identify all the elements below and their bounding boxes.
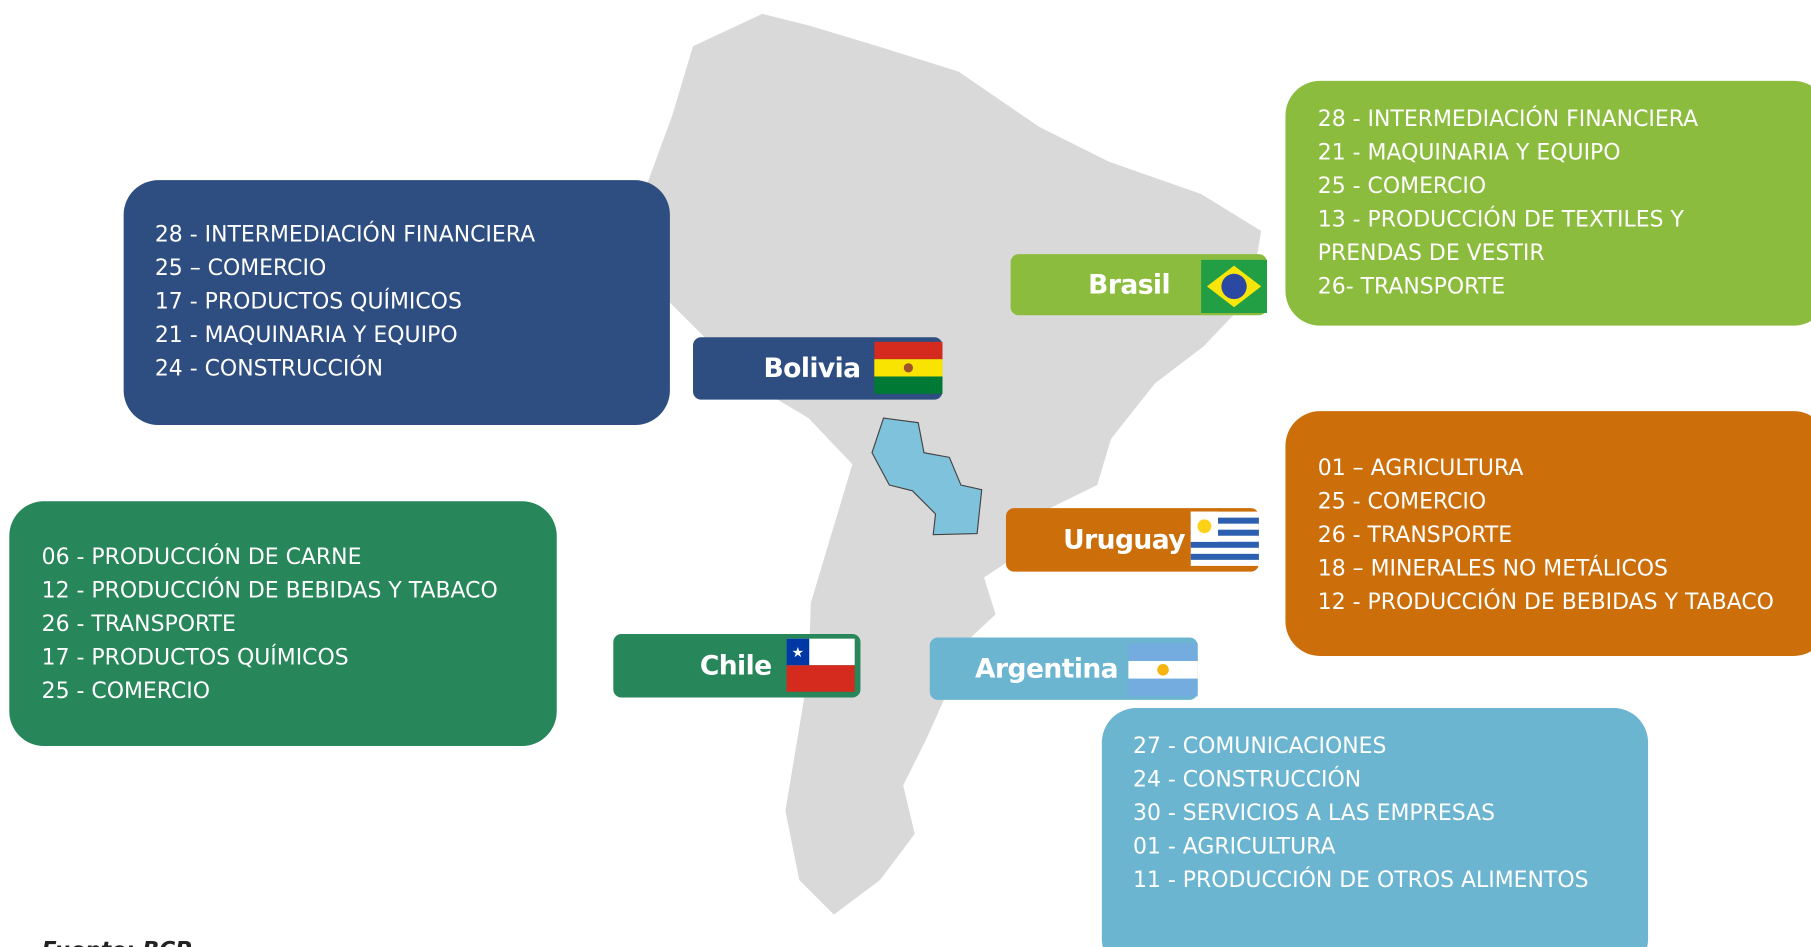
flag-stripe [874,376,943,394]
country-name: Bolivia [764,353,861,384]
flag-stripe [874,341,943,360]
flag-canton [786,638,810,666]
sector-item: 26 - TRANSPORTE [42,612,236,637]
paraguay-shape [871,417,983,536]
sector-item: 21 - MAQUINARIA Y EQUIPO [155,323,458,348]
sector-item: 12 - PRODUCCIÓN DE BEBIDAS Y TABACO [42,577,498,603]
flag-stripe [1190,517,1259,524]
sector-item: 24 - CONSTRUCCIÓN [1133,767,1361,793]
country-flag [1128,643,1198,697]
source-note: Fuente: BCP [42,939,192,947]
country-group: 28 - INTERMEDIACIÓN FINANCIERA 25 – COMER… [123,180,943,425]
sector-item: 12 - PRODUCCIÓN DE BEBIDAS Y TABACO [1318,589,1774,615]
sector-item: 30 - SERVICIOS A LAS EMPRESAS [1133,801,1495,826]
country-box [1285,80,1811,326]
country-name: Argentina [975,653,1118,684]
sector-item: 28 - INTERMEDIACIÓN FINANCIERA [1318,106,1698,132]
sector-item: 01 - AGRICULTURA [1133,835,1336,860]
sector-item: 01 – AGRICULTURA [1318,456,1524,481]
sector-item: 25 – COMERCIO [155,256,326,281]
flag-stripe [1128,643,1198,661]
country-flag [874,341,943,394]
sector-item: 18 – MINERALES NO METÁLICOS [1318,555,1668,581]
country-box [1101,707,1649,947]
country-group: 06 - PRODUCCIÓN DE CARNE 12 - PRODUCCIÓN … [9,501,861,747]
sector-item: 21 - MAQUINARIA Y EQUIPO [1318,141,1621,166]
flag-sun [1157,664,1169,676]
flag-globe [1221,273,1247,300]
flag-emblem [903,363,914,373]
sector-item: 27 - COMUNICACIONES [1133,734,1386,759]
sector-item: 24 - CONSTRUCCIÓN [155,356,383,382]
country-name: Chile [700,650,772,681]
country-group: 27 - COMUNICACIONES 24 - CONSTRUCCIÓN 30 -… [929,637,1649,947]
country-name: Uruguay [1063,525,1185,556]
sector-item: PRENDAS DE VESTIR [1318,241,1545,266]
country-box [9,501,557,747]
country-flag [1201,259,1267,313]
country-group: 28 - INTERMEDIACIÓN FINANCIERA 21 - MAQUI… [1010,80,1811,326]
sector-item: 25 - COMERCIO [42,679,210,704]
sector-item: 26 - TRANSPORTE [1318,523,1512,548]
flag-bottom [786,665,855,692]
flag-stripe [1190,529,1259,536]
sector-item: 25 - COMERCIO [1318,174,1486,199]
sector-item: 11 - PRODUCCIÓN DE OTROS ALIMENTOS [1133,867,1589,893]
country-group: 01 – AGRICULTURA 25 - COMERCIO 26 - TRANSP… [1005,411,1811,656]
flag-stripe [1190,553,1259,560]
country-name: Brasil [1088,269,1170,300]
sector-item: 17 - PRODUCTOS QUÍMICOS [155,289,462,315]
country-box [1285,411,1811,656]
sector-item: 28 - INTERMEDIACIÓN FINANCIERA [155,222,535,248]
sector-item: 25 - COMERCIO [1318,489,1486,514]
sector-item: 17 - PRODUCTOS QUÍMICOS [42,644,349,670]
country-flag: ★ [786,638,855,692]
flag-sun [1197,519,1212,534]
flag-stripe [1190,541,1259,548]
country-box [123,180,670,425]
sector-item: 13 - PRODUCCIÓN DE TEXTILES Y [1318,207,1685,233]
country-flag [1190,511,1259,566]
sector-item: 26- TRANSPORTE [1318,275,1505,300]
sector-item: 06 - PRODUCCIÓN DE CARNE [42,544,362,570]
flag-star: ★ [792,645,804,661]
flag-stripe [1128,678,1198,697]
